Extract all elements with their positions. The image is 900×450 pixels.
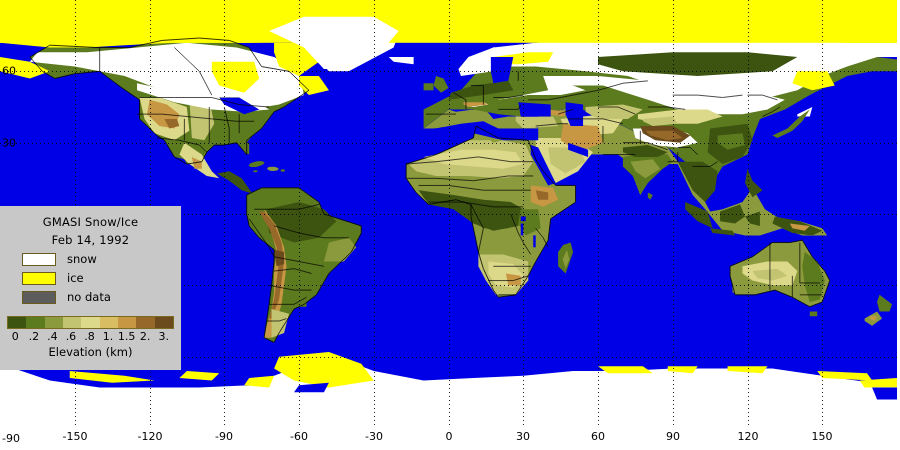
colorbar-segment [154, 317, 173, 328]
colorbar-segment [62, 317, 82, 328]
colorbar-tick-label: .4 [47, 330, 58, 343]
colorbar-tick-label: .2 [28, 330, 40, 343]
colorbar-segment [26, 317, 45, 328]
colorbar-caption: Elevation (km) [48, 345, 133, 359]
longitude-tick-label: -60 [290, 430, 308, 443]
legend-title: GMASI Snow/Ice [42, 215, 139, 229]
longitude-tick-label: 150 [811, 430, 833, 443]
legend-category-label: ice [67, 271, 84, 285]
latitude-tick-label: 60 [2, 64, 16, 78]
legend-swatch [22, 290, 56, 304]
longitude-tick-label: 30 [516, 430, 530, 443]
longitude-tick-label: 60 [591, 430, 605, 443]
colorbar-tick-label: 1. [102, 330, 114, 343]
legend-category-label: no data [67, 290, 111, 304]
longitude-tick-label: 90 [666, 430, 680, 443]
colorbar-tick-label: 1.5 [117, 330, 136, 343]
longitude-tick-label: -90 [215, 430, 233, 443]
legend-date: Feb 14, 1992 [51, 233, 130, 247]
longitude-tick-label: -150 [62, 430, 88, 443]
legend-category-row: snow [22, 252, 181, 266]
longitude-tick-label: 120 [737, 430, 759, 443]
colorbar-tick-label: 0 [11, 330, 19, 343]
longitude-tick-label: -120 [137, 430, 163, 443]
legend-category-label: snow [67, 252, 97, 266]
colorbar-segment [136, 317, 155, 328]
legend-category-row: ice [22, 271, 181, 285]
colorbar-segment [117, 317, 137, 328]
colorbar-group: 0 .2 .4 .6 .8 1. 1.5 2. 3. Elevation (km) [7, 316, 174, 359]
colorbar-segment [8, 317, 27, 328]
colorbar-tick-label: .8 [84, 330, 95, 343]
map-legend: GMASI Snow/Ice Feb 14, 1992 snow ice no da… [0, 206, 181, 370]
latitude-tick-label: -90 [2, 432, 20, 445]
latitude-tick-label: 30 [2, 136, 16, 150]
colorbar-ticks: 0 .2 .4 .6 .8 1. 1.5 2. 3. [7, 330, 174, 344]
legend-category-row: no data [22, 290, 181, 304]
legend-swatch [22, 252, 56, 266]
legend-swatch [22, 271, 56, 285]
colorbar-tick-label: 2. [139, 330, 151, 343]
colorbar-tick-label: 3. [158, 330, 169, 343]
colorbar-tick-label: .6 [65, 330, 77, 343]
legend-categories: snow ice no data [0, 252, 181, 304]
elevation-colorbar [7, 316, 174, 329]
colorbar-segment [99, 317, 118, 328]
longitude-tick-label: 0 [445, 430, 453, 443]
colorbar-segment [44, 317, 63, 328]
colorbar-segment [81, 317, 100, 328]
longitude-tick-label: -30 [365, 430, 383, 443]
